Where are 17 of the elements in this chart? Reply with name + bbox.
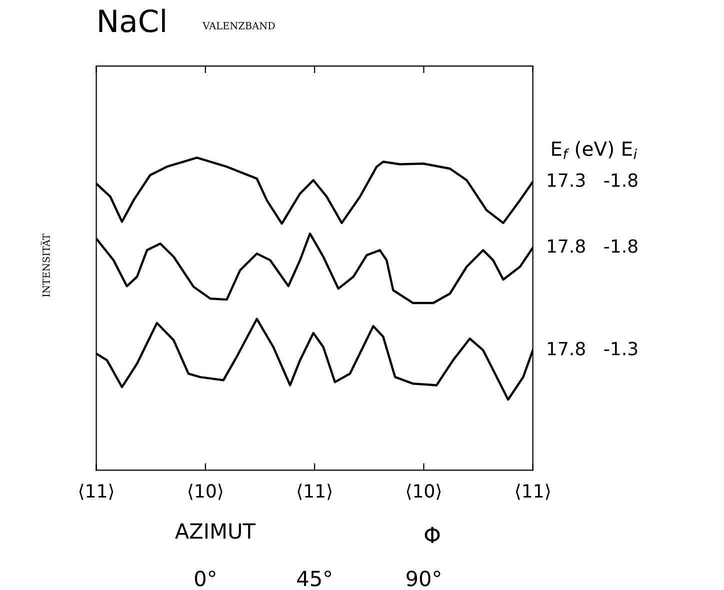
- text: ⟨10⟩: [406, 484, 441, 500]
- x-axis-title: AZIMUT: [175, 523, 256, 539]
- series-label: 17.3 -1.8: [548, 173, 638, 187]
- x-tick-label: 0°: [194, 570, 216, 586]
- text: Φ: [424, 526, 440, 544]
- series-label: 17.8 -1.8: [548, 239, 638, 253]
- text: ⟨11⟩: [298, 484, 332, 500]
- y-axis-title: INTENSITÄT: [40, 234, 50, 297]
- text: E$_{f}$ (eV) E$_{i}$: [552, 141, 638, 159]
- text: ⟨11⟩: [516, 484, 550, 500]
- x-tick-label: 90°: [406, 570, 440, 586]
- chart-title: NaCl: [99, 8, 165, 32]
- series-label: 17.8 -1.3: [548, 342, 638, 356]
- x-tick-label: 45°: [297, 570, 332, 586]
- chart-subtitle: VALENZBAND: [202, 22, 275, 30]
- text: ⟨11⟩: [79, 484, 114, 500]
- text: ⟨10⟩: [188, 484, 222, 500]
